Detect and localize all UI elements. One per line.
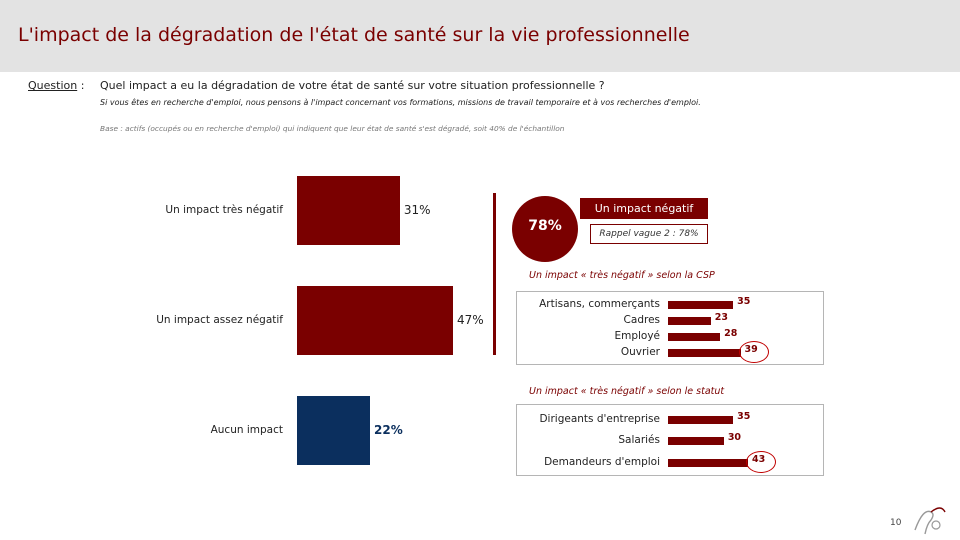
statut-bar-2 (668, 459, 748, 467)
main-label-0: Un impact très négatif (165, 203, 283, 216)
csp-label-0: Artisans, commerçants (539, 298, 660, 310)
statut-highlight-circle (746, 451, 776, 473)
negative-impact-label: Un impact négatif (580, 198, 708, 219)
csp-bar-3 (668, 349, 741, 357)
csp-value-1: 23 (714, 312, 729, 323)
csp-bar-2 (668, 333, 721, 341)
statut-chart-title: Un impact « très négatif » selon le stat… (529, 386, 725, 397)
csp-label-1: Cadres (623, 314, 660, 326)
csp-value-0: 35 (737, 296, 751, 307)
statut-value-1: 30 (727, 432, 742, 443)
total-negative-circle (512, 196, 578, 262)
csp-highlight-circle (738, 341, 769, 363)
main-value-2: 22% (374, 422, 403, 437)
question-subtext: Si vous êtes en recherche d'emploi, nous… (100, 98, 701, 107)
csp-bar-0 (668, 301, 734, 309)
main-label-2: Aucun impact (210, 423, 283, 436)
statut-bar-1 (668, 437, 724, 445)
main-bar-0 (297, 176, 400, 245)
csp-label-2: Employé (614, 330, 660, 342)
main-bar-2 (297, 396, 371, 465)
page-number: 10 (890, 518, 902, 528)
csp-label-3: Ouvrier (620, 346, 660, 358)
grouping-bracket (493, 193, 496, 355)
question-label-suffix: : (77, 79, 85, 92)
statut-bar-0 (668, 416, 734, 424)
main-value-0: 31% (403, 202, 431, 217)
main-label-1: Un impact assez négatif (156, 313, 283, 326)
csp-value-2: 28 (724, 328, 738, 339)
page-title: L'impact de la dégradation de l'état de … (18, 24, 690, 46)
question-label-text: Question (28, 79, 78, 92)
header-band (0, 0, 960, 72)
main-value-1: 47% (457, 312, 484, 327)
main-bar-1 (297, 286, 453, 355)
question-label: Question : (28, 79, 84, 92)
csp-bar-1 (668, 317, 711, 325)
statut-value-0: 35 (737, 411, 751, 422)
total-negative-value: 78% (528, 218, 562, 234)
statut-label-1: Salariés (618, 434, 660, 446)
statut-label-0: Dirigeants d'entreprise (539, 413, 660, 425)
rappel-box: Rappel vague 2 : 78% (590, 224, 708, 244)
base-note: Base : actifs (occupés ou en recherche d… (100, 124, 565, 133)
csp-chart-title: Un impact « très négatif » selon la CSP (529, 270, 715, 281)
statut-label-2: Demandeurs d'emploi (544, 456, 660, 468)
question-text: Quel impact a eu la dégradation de votre… (100, 79, 605, 92)
brand-logo-icon (914, 507, 946, 535)
